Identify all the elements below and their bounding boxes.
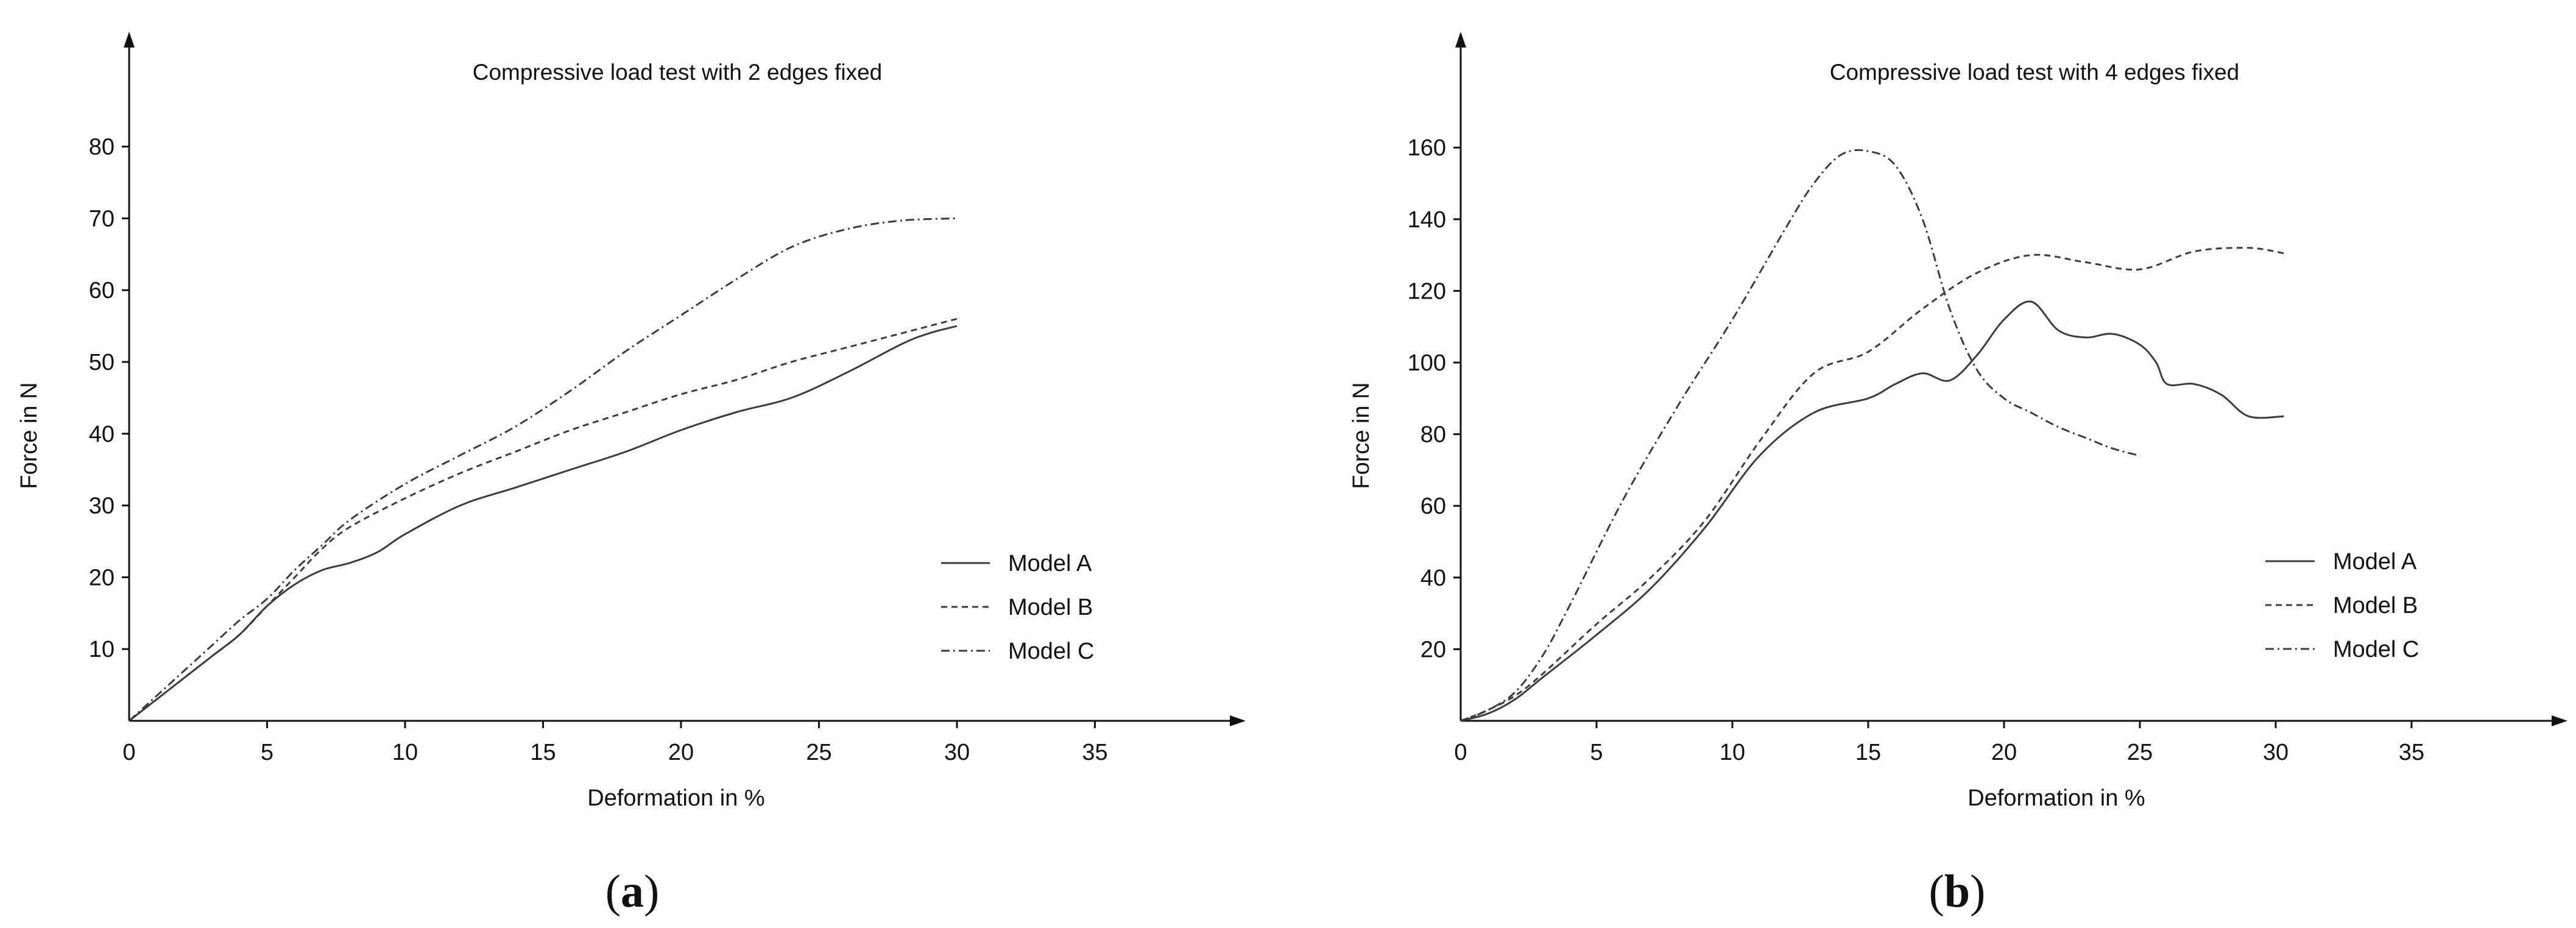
x-tick-label: 35 <box>2399 740 2424 765</box>
panel-label-paren: ) <box>644 866 659 917</box>
x-tick-label: 20 <box>1991 740 2017 765</box>
series-line-model-b <box>129 317 958 722</box>
chart-title: Compressive load test with 4 edges fixed <box>1830 60 2240 85</box>
y-tick-label: 80 <box>89 135 115 160</box>
x-tick-label: 30 <box>2263 740 2288 765</box>
y-tick-label: 20 <box>89 565 115 590</box>
series-line-model-a <box>1460 300 2284 722</box>
x-tick-label: 10 <box>392 740 418 765</box>
x-tick-label: 15 <box>530 740 556 765</box>
x-tick-label: 25 <box>2127 740 2153 765</box>
series-line-model-b <box>1460 247 2284 722</box>
x-tick-label: 5 <box>261 740 273 765</box>
y-axis-arrow-icon <box>1455 32 1466 48</box>
panel-label: (a) <box>605 866 660 917</box>
y-tick-label: 40 <box>1420 565 1446 591</box>
y-tick-label: 80 <box>1420 422 1446 448</box>
legend-label: Model B <box>1008 595 1093 620</box>
x-tick-label: 30 <box>944 740 970 765</box>
x-tick-label: 25 <box>806 740 831 765</box>
series-line-model-c <box>128 217 958 722</box>
x-axis-label: Deformation in % <box>587 785 764 811</box>
series-line-model-c <box>1460 149 2140 722</box>
legend-label: Model A <box>1008 551 1092 576</box>
legend-label: Model C <box>2333 637 2419 662</box>
y-tick-label: 120 <box>1408 278 1446 304</box>
panel-label-paren: ( <box>605 866 621 917</box>
x-tick-label: 5 <box>1590 740 1603 765</box>
x-tick-label: 0 <box>1454 740 1467 765</box>
x-axis-label: Deformation in % <box>1967 785 2145 811</box>
x-tick-label: 35 <box>1082 740 1107 765</box>
legend-label: Model A <box>2333 549 2417 575</box>
y-axis-label: Force in N <box>16 382 42 489</box>
y-tick-label: 30 <box>89 494 115 519</box>
panel-label-letter: b <box>1944 866 1970 917</box>
panel-label: (b) <box>1929 866 1986 917</box>
y-tick-label: 160 <box>1408 135 1446 161</box>
panel-label-paren: ( <box>1929 866 1944 917</box>
chart-panel-a: 0 5 10 15 20 25 30 35 10 20 30 40 50 60 70 80 Compressiv… <box>16 32 1246 917</box>
x-tick-label: 0 <box>122 740 135 765</box>
y-tick-label: 70 <box>89 206 115 232</box>
x-axis-arrow-icon <box>2552 715 2567 726</box>
chart-title: Compressive load test with 2 edges fixed <box>473 60 883 85</box>
legend-label: Model B <box>2333 593 2418 618</box>
y-tick-label: 50 <box>89 350 115 375</box>
y-tick-label: 60 <box>89 278 115 303</box>
x-tick-label: 15 <box>1855 740 1881 765</box>
x-tick-label: 20 <box>668 740 694 765</box>
chart-panel-b: 0 5 10 15 20 25 30 35 20 40 60 80 100 120 140 160 Compre… <box>1349 32 2567 917</box>
panel-label-paren: ) <box>1970 866 1985 917</box>
panel-label-letter: a <box>621 866 644 917</box>
y-tick-label: 140 <box>1408 207 1446 233</box>
legend-label: Model C <box>1008 639 1095 664</box>
y-axis-label: Force in N <box>1349 382 1374 489</box>
x-axis-arrow-icon <box>1230 715 1246 726</box>
series-line-model-a <box>129 325 958 722</box>
y-tick-label: 40 <box>89 422 115 447</box>
y-tick-label: 10 <box>89 637 115 662</box>
y-axis-arrow-icon <box>124 32 135 48</box>
y-tick-label: 60 <box>1420 494 1446 519</box>
x-tick-label: 10 <box>1720 740 1745 765</box>
y-tick-label: 20 <box>1420 637 1446 662</box>
y-tick-label: 100 <box>1408 350 1446 376</box>
